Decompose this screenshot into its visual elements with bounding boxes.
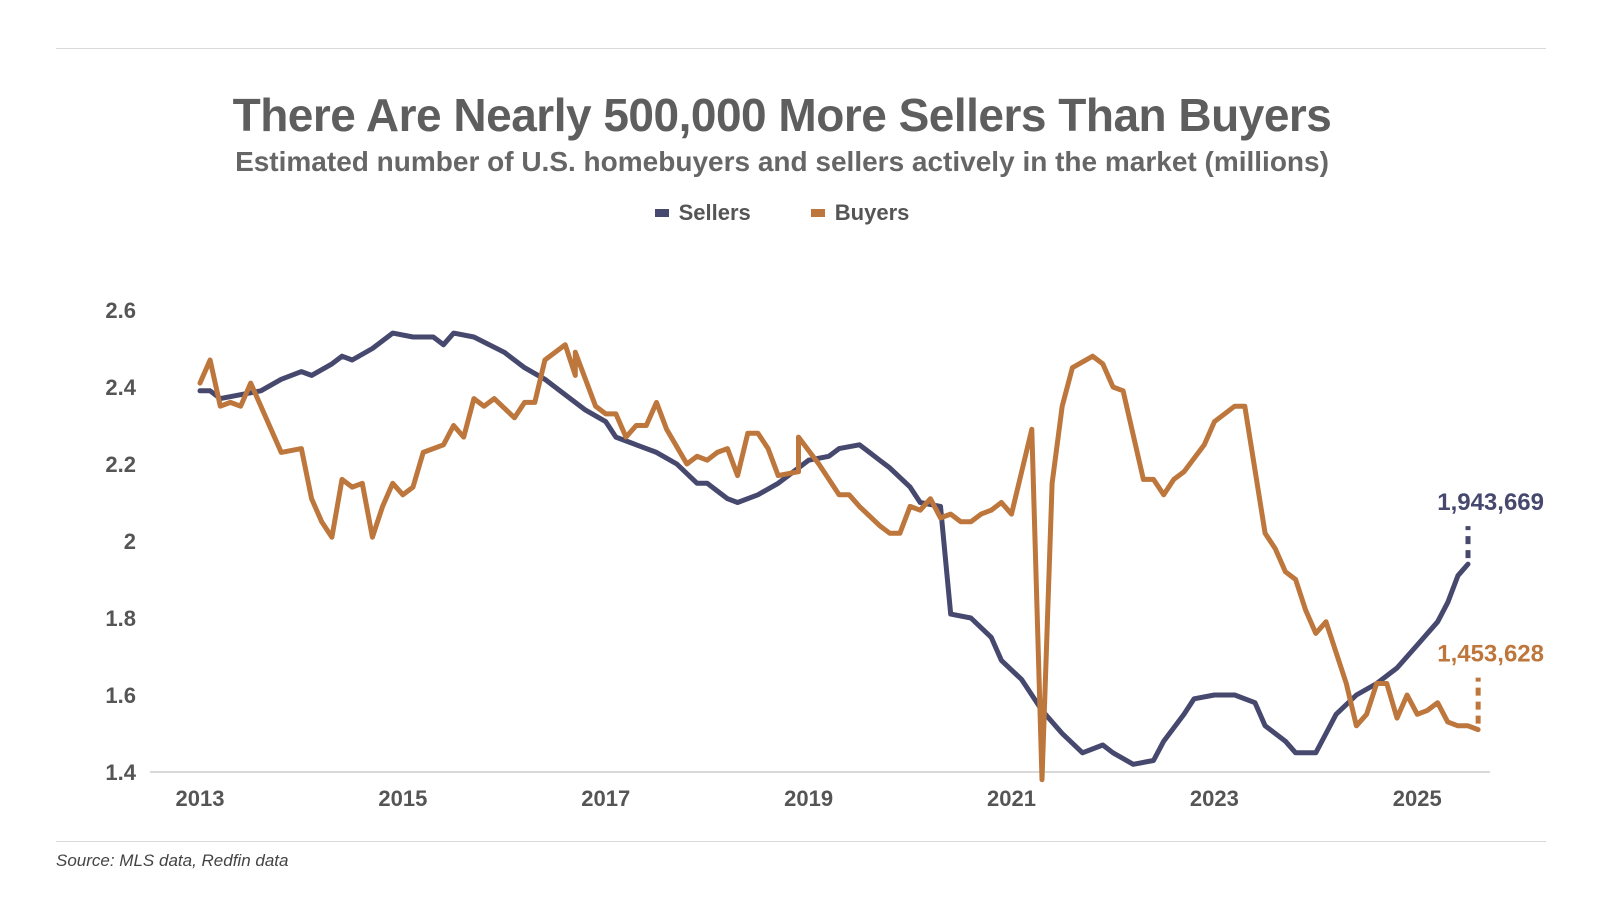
x-tick-label: 2017 [581, 786, 630, 811]
series-line-buyers [197, 342, 1481, 783]
legend-label-sellers: Sellers [678, 200, 751, 225]
x-tick-label: 2025 [1393, 786, 1442, 811]
y-tick-label: 1.4 [105, 760, 136, 785]
y-tick-label: 2 [124, 529, 136, 554]
legend-swatch-sellers [654, 209, 669, 217]
chart-subtitle: Estimated number of U.S. homebuyers and … [235, 146, 1329, 177]
end-label-buyers: 1,453,628 [1437, 641, 1544, 668]
x-tick-label: 2023 [1190, 786, 1239, 811]
legend-item-buyers: Buyers [810, 200, 910, 226]
y-tick-label: 1.6 [105, 683, 136, 708]
x-tick-label: 2021 [987, 786, 1036, 811]
end-label-sellers: 1,943,669 [1437, 489, 1544, 516]
y-tick-label: 1.8 [105, 606, 136, 631]
y-tick-label: 2.4 [105, 375, 136, 400]
x-tick-label: 2015 [378, 786, 427, 811]
top-divider [56, 48, 1546, 49]
y-tick-label: 2.6 [105, 298, 136, 323]
legend-swatch-buyers [810, 209, 825, 217]
chart-title: There Are Nearly 500,000 More Sellers Th… [232, 89, 1332, 141]
series-line-sellers [197, 330, 1471, 767]
bottom-divider [56, 841, 1546, 842]
x-tick-label: 2019 [784, 786, 833, 811]
source-note: Source: MLS data, Redfin data [56, 851, 289, 870]
legend-label-buyers: Buyers [834, 200, 910, 225]
chart-legend: Sellers Buyers [0, 200, 1564, 226]
y-tick-label: 2.2 [105, 452, 136, 477]
x-tick-label: 2013 [176, 786, 225, 811]
legend-item-sellers: Sellers [654, 200, 751, 226]
